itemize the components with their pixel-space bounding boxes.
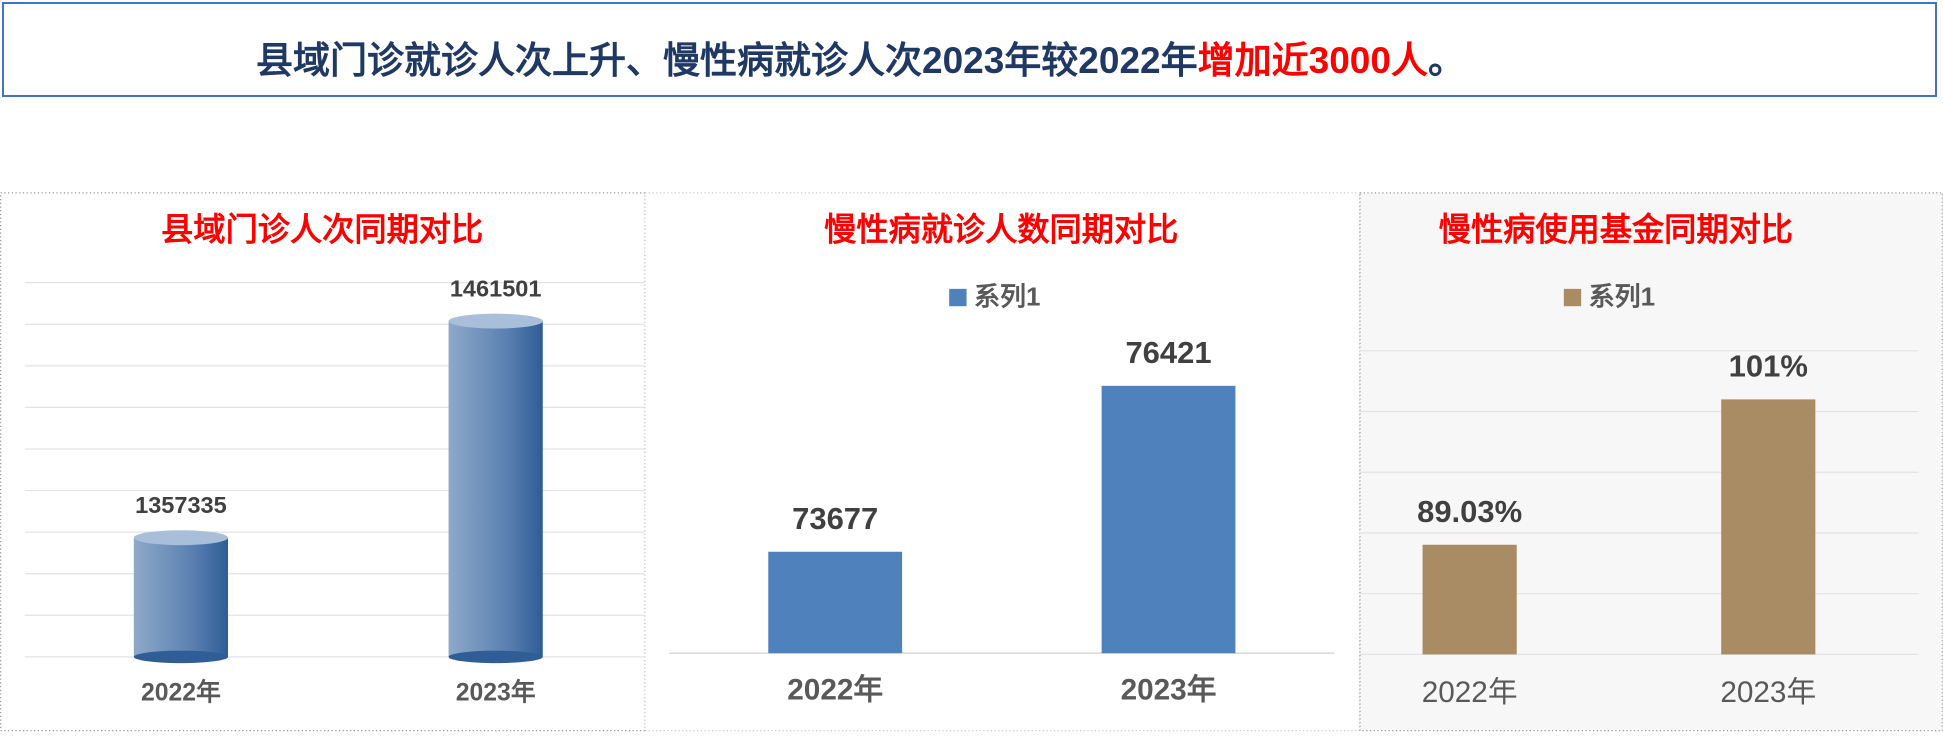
bar-cap bbox=[448, 313, 543, 329]
legend-label: 系列1 bbox=[974, 282, 1040, 312]
bar-cap bbox=[448, 650, 543, 664]
legend-label: 系列1 bbox=[1589, 282, 1656, 312]
value-label: 76421 bbox=[1125, 335, 1211, 370]
bar bbox=[448, 321, 543, 657]
title-part: 。 bbox=[1427, 40, 1465, 81]
bar bbox=[768, 551, 903, 654]
value-label: 101% bbox=[1729, 349, 1808, 384]
bar bbox=[133, 537, 229, 657]
bar-cap bbox=[133, 530, 229, 546]
chart-title: 慢性病使用基金同期对比 bbox=[1439, 211, 1793, 247]
x-tick-label: 2023年 bbox=[456, 678, 536, 707]
x-tick-label: 2023年 bbox=[1121, 673, 1217, 706]
legend-swatch bbox=[1563, 288, 1582, 307]
value-label: 89.03% bbox=[1417, 494, 1522, 529]
bar bbox=[1422, 544, 1517, 655]
value-label: 73677 bbox=[792, 501, 878, 536]
title-part: 县域门诊就诊人次上升、慢性病就诊人次2023年较2022年 bbox=[256, 40, 1198, 81]
panel bbox=[0, 192, 646, 732]
x-tick-label: 2022年 bbox=[1422, 676, 1518, 709]
value-label: 1357335 bbox=[135, 492, 227, 518]
x-tick-label: 2022年 bbox=[141, 678, 221, 707]
bar bbox=[1721, 399, 1816, 655]
title-highlight: 增加近3000人 bbox=[1197, 40, 1428, 81]
chart-title: 慢性病就诊人数同期对比 bbox=[824, 211, 1178, 247]
header-title: 县域门诊就诊人次上升、慢性病就诊人次2023年较2022年增加近3000人。 bbox=[256, 30, 1465, 84]
bar bbox=[1101, 385, 1236, 654]
legend-swatch bbox=[949, 288, 967, 307]
x-tick-label: 2022年 bbox=[787, 673, 883, 706]
panel bbox=[644, 192, 1361, 732]
bar-cap bbox=[133, 650, 229, 664]
x-tick-label: 2023年 bbox=[1720, 676, 1816, 709]
value-label: 1461501 bbox=[450, 275, 542, 301]
chart-title: 县域门诊人次同期对比 bbox=[161, 211, 483, 247]
header: 县域门诊就诊人次上升、慢性病就诊人次2023年较2022年增加近3000人。 bbox=[2, 2, 1937, 97]
